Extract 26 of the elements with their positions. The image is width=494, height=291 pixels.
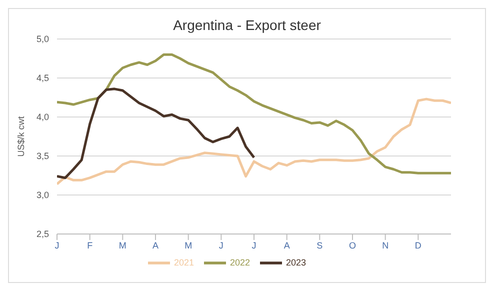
x-tick-label: N xyxy=(382,240,389,250)
x-tick-label: M xyxy=(184,240,192,250)
x-tick-label: J xyxy=(218,240,224,250)
x-tick-label: M xyxy=(118,240,126,250)
x-tick-label: O xyxy=(348,240,356,250)
legend-label: 2023 xyxy=(286,257,306,268)
y-tick-label: 2,5 xyxy=(36,229,49,240)
y-tick-label: 5,0 xyxy=(36,34,49,44)
x-tick-label: A xyxy=(284,240,290,250)
x-tick-label: J xyxy=(252,240,256,250)
line-series xyxy=(57,53,451,174)
y-tick-label: 3,0 xyxy=(36,190,49,200)
y-tick-label: 3,5 xyxy=(36,151,49,162)
chart-title: Argentina - Export steer xyxy=(172,16,322,33)
x-tick-label: A xyxy=(152,240,159,250)
y-axis-title: US$/k cwt xyxy=(16,116,26,157)
legend-label: 2022 xyxy=(230,257,250,268)
x-tick-label: S xyxy=(316,240,323,250)
x-tick-label: F xyxy=(87,240,94,250)
y-tick-label: 4,0 xyxy=(36,112,49,122)
legend-label: 2021 xyxy=(174,257,194,268)
line-series xyxy=(57,98,451,186)
x-tick-label: J xyxy=(54,240,60,250)
y-tick-label: 4,5 xyxy=(36,73,49,84)
line-series xyxy=(57,88,256,180)
x-tick-label: D xyxy=(414,240,422,250)
